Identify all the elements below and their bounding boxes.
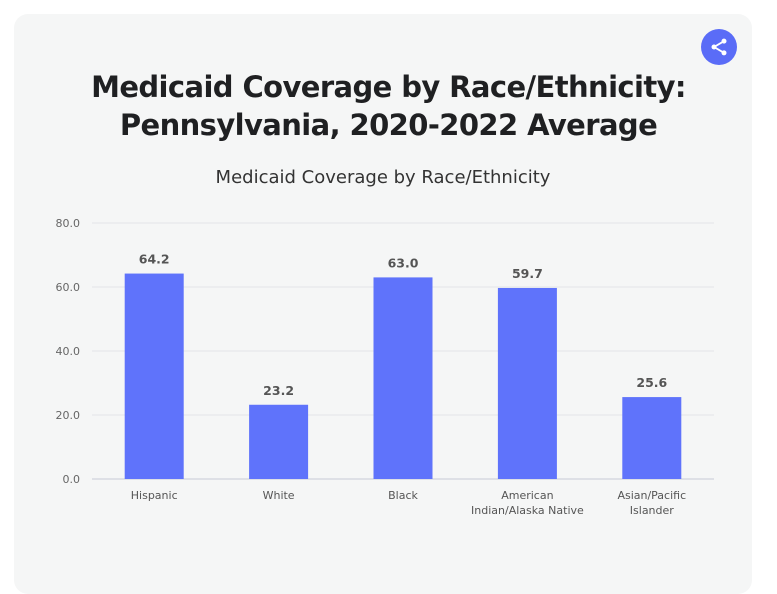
y-tick-label: 40.0 xyxy=(56,345,81,358)
bar[interactable] xyxy=(249,404,309,479)
x-tick-label: Asian/Pacific Islander xyxy=(617,489,686,517)
share-icon xyxy=(711,38,727,56)
x-tick-label: White xyxy=(263,489,295,502)
data-label: 63.0 xyxy=(388,255,419,270)
bar[interactable] xyxy=(497,287,557,479)
chart-title: Medicaid Coverage by Race/Ethnicity xyxy=(216,167,551,188)
y-tick-label: 0.0 xyxy=(63,473,81,486)
x-tick-label: Hispanic xyxy=(131,489,178,502)
bar[interactable] xyxy=(124,273,184,479)
bars xyxy=(124,273,682,479)
page-title-line-2: Pennsylvania, 2020-2022 Average xyxy=(119,108,658,142)
y-axis: 0.0 20.0 40.0 60.0 80.0 xyxy=(56,217,81,486)
page-title: Medicaid Coverage by Race/Ethnicity: Pen… xyxy=(0,68,777,144)
bar[interactable] xyxy=(622,397,682,479)
bar[interactable] xyxy=(373,277,433,479)
bar-chart: Medicaid Coverage by Race/Ethnicity 0.0 2… xyxy=(56,167,714,517)
y-tick-label: 60.0 xyxy=(56,281,81,294)
data-label: 25.6 xyxy=(636,375,667,390)
data-label: 64.2 xyxy=(139,252,170,267)
share-button[interactable] xyxy=(701,29,737,65)
x-axis: Hispanic White Black American Indian/Alaska … xyxy=(131,489,686,517)
data-labels: 64.2 23.2 63.0 59.7 25.6 xyxy=(139,252,668,398)
x-tick-label: American Indian/Alaska Native xyxy=(471,489,584,517)
y-tick-label: 80.0 xyxy=(56,217,81,230)
x-tick-label: Black xyxy=(388,489,418,502)
data-label: 59.7 xyxy=(512,266,543,281)
y-tick-label: 20.0 xyxy=(56,409,81,422)
page-title-line-1: Medicaid Coverage by Race/Ethnicity: xyxy=(91,70,686,104)
data-label: 23.2 xyxy=(263,383,294,398)
